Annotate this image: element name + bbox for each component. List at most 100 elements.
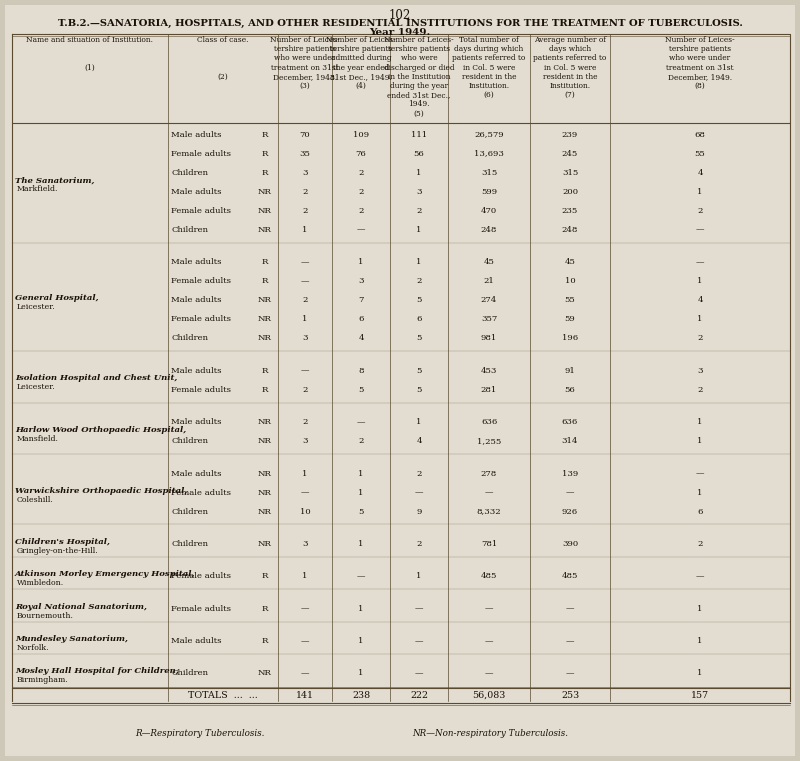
Text: Markfield.: Markfield.	[17, 185, 58, 193]
Text: NR: NR	[258, 418, 272, 426]
Text: —: —	[696, 226, 704, 234]
Text: 222: 222	[410, 691, 428, 700]
Text: 5: 5	[416, 367, 422, 374]
Text: 56: 56	[414, 150, 424, 158]
Text: 59: 59	[565, 315, 575, 323]
Text: 55: 55	[694, 150, 706, 158]
Text: Number of Leices-
tershire patients
who were
discharged or died
in the Instituti: Number of Leices- tershire patients who …	[384, 36, 454, 118]
Text: 1: 1	[302, 226, 308, 234]
Text: 70: 70	[300, 131, 310, 139]
Text: General Hospital,: General Hospital,	[15, 295, 98, 302]
Text: —: —	[485, 605, 494, 613]
Text: 68: 68	[694, 131, 706, 139]
Text: —: —	[414, 670, 423, 677]
Text: Gringley-on-the-Hill.: Gringley-on-the-Hill.	[17, 547, 98, 555]
Text: Average number of
days which
patients referred to
in Col. 5 were
resident in the: Average number of days which patients re…	[534, 36, 606, 99]
Text: 1: 1	[302, 572, 308, 581]
Text: 4: 4	[416, 437, 422, 445]
Text: 2: 2	[358, 188, 364, 196]
FancyBboxPatch shape	[5, 5, 795, 756]
Text: R: R	[262, 169, 268, 177]
Text: NR: NR	[258, 470, 272, 477]
Text: Female adults: Female adults	[171, 277, 231, 285]
Text: 3: 3	[302, 540, 308, 548]
Text: NR: NR	[258, 296, 272, 304]
Text: R: R	[262, 386, 268, 393]
Text: R: R	[262, 150, 268, 158]
Text: —: —	[414, 637, 423, 645]
Text: Mundesley Sanatorium,: Mundesley Sanatorium,	[15, 635, 128, 643]
Text: 926: 926	[562, 508, 578, 516]
Text: 485: 485	[562, 572, 578, 581]
Text: —: —	[566, 670, 574, 677]
Text: Leicester.: Leicester.	[17, 303, 56, 311]
Text: 13,693: 13,693	[474, 150, 504, 158]
Text: Birmingham.: Birmingham.	[17, 677, 69, 684]
Text: 235: 235	[562, 207, 578, 215]
Text: 102: 102	[389, 9, 411, 22]
Text: 91: 91	[565, 367, 575, 374]
Text: 9: 9	[416, 508, 422, 516]
Text: Total number of
days during which
patients referred to
in Col. 5 were
resident i: Total number of days during which patien…	[452, 36, 526, 99]
Text: Female adults: Female adults	[171, 605, 231, 613]
Text: 7: 7	[358, 296, 364, 304]
Text: 2: 2	[302, 188, 308, 196]
Text: 2: 2	[302, 296, 308, 304]
Text: —: —	[485, 489, 494, 497]
Text: 1: 1	[358, 470, 364, 477]
Text: 26,579: 26,579	[474, 131, 504, 139]
Text: 1: 1	[416, 258, 422, 266]
Text: 470: 470	[481, 207, 497, 215]
Text: R: R	[262, 277, 268, 285]
Text: NR: NR	[258, 540, 272, 548]
Text: Children: Children	[171, 437, 208, 445]
Text: Bournemouth.: Bournemouth.	[17, 612, 74, 619]
Text: 2: 2	[698, 386, 702, 393]
Text: 238: 238	[352, 691, 370, 700]
Text: 8: 8	[358, 367, 364, 374]
Text: 139: 139	[562, 470, 578, 477]
Text: 141: 141	[296, 691, 314, 700]
Text: 1: 1	[416, 169, 422, 177]
Text: 5: 5	[416, 296, 422, 304]
Text: 6: 6	[698, 508, 702, 516]
Text: Male adults: Male adults	[171, 296, 222, 304]
Text: 2: 2	[416, 470, 422, 477]
Text: 5: 5	[416, 386, 422, 393]
Text: —: —	[566, 489, 574, 497]
Text: 111: 111	[411, 131, 427, 139]
Text: Children: Children	[171, 508, 208, 516]
Text: 1: 1	[698, 418, 702, 426]
Text: 10: 10	[300, 508, 310, 516]
Text: 357: 357	[481, 315, 497, 323]
Text: 315: 315	[562, 169, 578, 177]
Text: Atkinson Morley Emergency Hospital,: Atkinson Morley Emergency Hospital,	[15, 570, 195, 578]
Text: NR: NR	[258, 315, 272, 323]
Text: NR: NR	[258, 489, 272, 497]
Text: Norfolk.: Norfolk.	[17, 644, 50, 652]
Text: Royal National Sanatorium,: Royal National Sanatorium,	[15, 603, 147, 611]
Text: 453: 453	[481, 367, 497, 374]
Text: 636: 636	[562, 418, 578, 426]
Text: 248: 248	[562, 226, 578, 234]
Text: Children: Children	[171, 169, 208, 177]
Text: —: —	[485, 670, 494, 677]
Text: 248: 248	[481, 226, 497, 234]
Text: 1: 1	[698, 637, 702, 645]
Text: Wimbledon.: Wimbledon.	[17, 579, 64, 587]
Text: Mosley Hall Hospital for Children,: Mosley Hall Hospital for Children,	[15, 667, 178, 676]
Text: Children: Children	[171, 540, 208, 548]
Text: 1: 1	[416, 418, 422, 426]
Text: The Sanatorium,: The Sanatorium,	[15, 176, 94, 184]
Text: 3: 3	[416, 188, 422, 196]
Text: 2: 2	[358, 437, 364, 445]
Text: 1: 1	[358, 670, 364, 677]
Text: 5: 5	[416, 334, 422, 342]
Text: 636: 636	[481, 418, 497, 426]
Text: 1: 1	[358, 637, 364, 645]
Text: 239: 239	[562, 131, 578, 139]
Text: Children's Hospital,: Children's Hospital,	[15, 538, 110, 546]
Text: Female adults: Female adults	[171, 315, 231, 323]
Text: 3: 3	[698, 367, 702, 374]
Text: Male adults: Male adults	[171, 637, 222, 645]
